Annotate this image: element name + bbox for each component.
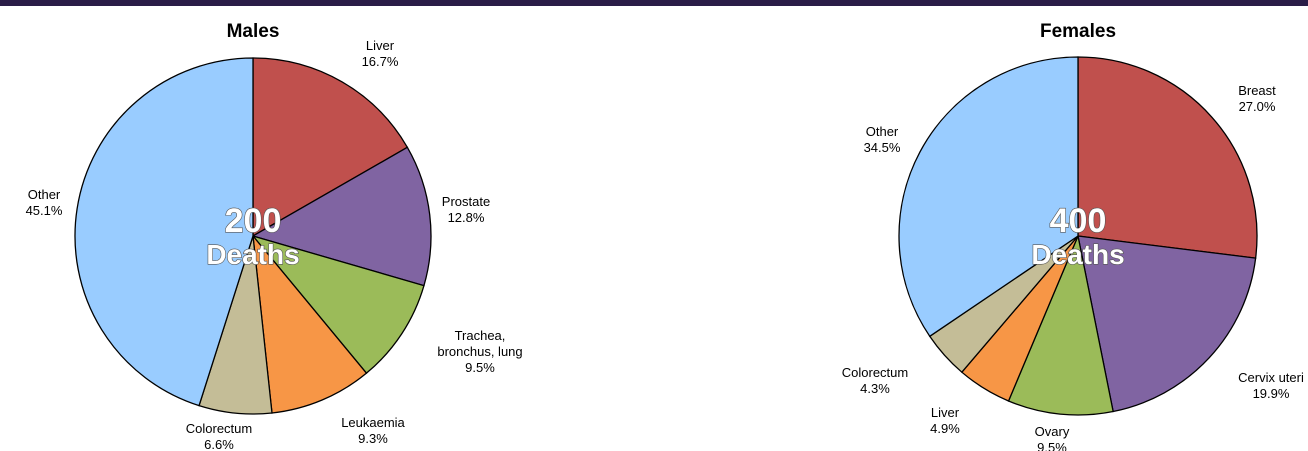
pie2-label-3-line-1: 4.9% xyxy=(930,421,960,436)
pie2-slice-5 xyxy=(898,56,1079,338)
pie2-label-0-line-1: 27.0% xyxy=(1239,99,1276,114)
pie1-label-0-line-1: 16.7% xyxy=(362,54,399,69)
pie2-label-4-line-1: 4.3% xyxy=(860,381,890,396)
pie2-label-5-line-0: Other xyxy=(866,124,899,139)
pie2-label-5-line-1: 34.5% xyxy=(864,140,901,155)
pie2-slice-0 xyxy=(1077,56,1258,259)
pie1-slice-0 xyxy=(252,57,409,238)
pie1-slice-3 xyxy=(252,233,368,414)
pie2-slice-2 xyxy=(1007,233,1114,416)
pie1-slice-5 xyxy=(74,57,254,407)
pie1-label-4-line-0: Colorectum xyxy=(186,421,252,436)
pie1-title: Males xyxy=(227,21,280,42)
pie1-label-2-line-2: 9.5% xyxy=(465,360,495,375)
pie1-slice-1 xyxy=(251,146,432,287)
pie1-label-1-line-0: Prostate xyxy=(442,194,490,209)
pie2-label-1-line-0: Cervix uteri xyxy=(1238,370,1304,385)
pie2-label-1-line-1: 19.9% xyxy=(1253,386,1290,401)
top-border xyxy=(0,0,1308,6)
pie2-label-2-line-0: Ovary xyxy=(1035,424,1070,439)
pie1-label-5-line-0: Other xyxy=(28,187,61,202)
pie2-label-3-line-0: Liver xyxy=(931,405,960,420)
pie1-label-1-line-1: 12.8% xyxy=(448,210,485,225)
pie2-total-unit: Deaths xyxy=(1031,239,1124,270)
pie1-total-unit: Deaths xyxy=(206,239,299,270)
pie1-label-4-line-1: 6.6% xyxy=(204,437,234,451)
pie2-label-4-line-0: Colorectum xyxy=(842,365,908,380)
pie1-label-5-line-1: 45.1% xyxy=(26,203,63,218)
pie2-total-number: 400 xyxy=(1050,202,1107,240)
pie1-slice-2 xyxy=(251,234,425,375)
pie1-label-0-line-0: Liver xyxy=(366,38,395,53)
pie2-title: Females xyxy=(1040,21,1116,42)
pie1-total-number: 200 xyxy=(225,202,282,240)
pie1-label-2-line-1: bronchus, lung xyxy=(437,344,522,359)
pie1-label-3-line-0: Leukaemia xyxy=(341,415,405,430)
pie2-label-2-line-1: 9.5% xyxy=(1037,440,1067,451)
pie1-label-2-line-0: Trachea, xyxy=(455,328,506,343)
pie2-label-0-line-0: Breast xyxy=(1238,83,1276,98)
pie2-slice-1 xyxy=(1077,235,1257,413)
pie1-label-3-line-1: 9.3% xyxy=(358,431,388,446)
